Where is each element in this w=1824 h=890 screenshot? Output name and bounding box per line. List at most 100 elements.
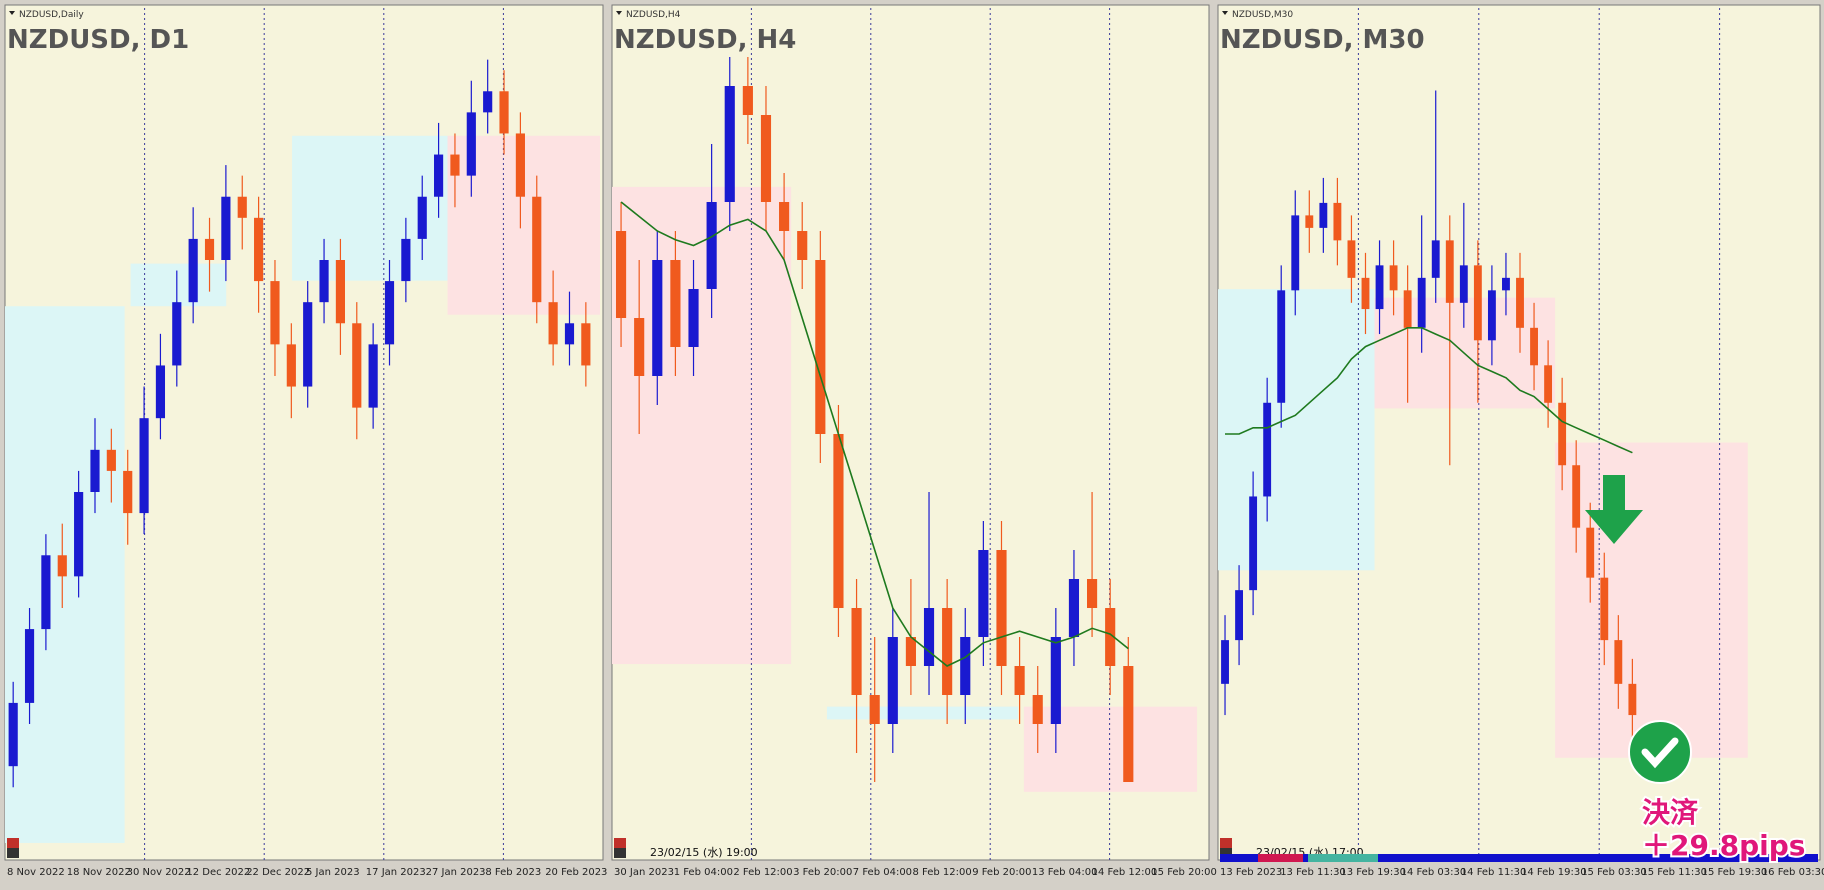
chart-label: NZDUSD,H4 [626,10,681,20]
candle-body [1572,465,1581,528]
x-tick-label: 9 Feb 20:00 [972,867,1031,878]
candle-body [1600,577,1609,641]
bottom-bar [1308,854,1378,862]
candle-body [74,492,84,577]
candle-body [384,281,395,345]
x-tick-label: 15 Feb 11:30 [1641,867,1707,878]
x-tick-label: 8 Nov 2022 [7,867,65,878]
x-tick-label: 5 Jan 2023 [306,867,360,878]
candle-body [41,555,51,630]
candle-body [237,196,247,218]
x-tick-label: 13 Feb 11:30 [1280,867,1346,878]
zone [1555,442,1748,758]
bottom-bar [1220,854,1818,862]
candle-body [1277,290,1286,403]
x-tick-label: 15 Feb 19:30 [1702,867,1768,878]
candle-body [1614,640,1623,684]
candle-body [1530,327,1538,366]
candle-body [1050,637,1061,724]
candle-body [1459,265,1468,303]
x-tick-label: 17 Jan 2023 [366,867,426,878]
candle-body [1333,202,1342,241]
x-tick-label: 3 Feb 20:00 [793,867,852,878]
candle-body [483,91,493,113]
candle-body [352,323,362,408]
candle-body [1032,695,1043,724]
candle-body [797,231,808,260]
down-arrow [1585,475,1643,544]
tool-icon [614,848,626,858]
candle-body [188,238,198,303]
x-tick-label: 15 Feb 03:30 [1581,867,1647,878]
check-icon [1628,720,1692,784]
candle-body [887,637,898,724]
chart-title: NZDUSD, D1 [7,25,189,55]
zone [130,263,227,307]
candle-body [221,196,231,260]
candle-body [978,550,989,637]
candle-body [670,260,681,347]
candle-body [1431,240,1440,278]
x-tick-label: 30 Nov 2022 [127,867,191,878]
candle-body [270,281,280,345]
candle-body [532,196,542,303]
candle-body [1417,277,1426,328]
candle-body [401,238,411,282]
candle-body [581,323,591,366]
x-tick-label: 18 Nov 2022 [67,867,131,878]
candle-body [155,365,166,419]
candle-body [815,260,826,434]
zone [612,186,792,665]
candle-body [869,695,880,724]
candle-body [724,86,735,202]
annotation: 決済 [1642,796,1699,829]
candle-body [254,217,264,282]
candle-body [652,260,663,376]
dropdown-icon [616,11,622,15]
x-tick-label: 13 Feb 04:00 [1032,867,1098,878]
candle-body [1445,240,1454,303]
bottom-bar [1258,854,1303,862]
candle-body [548,302,558,345]
candle-body [833,434,844,608]
candle-body [417,196,427,239]
candle-body [905,637,916,666]
x-tick-label: 14 Feb 12:00 [1092,867,1158,878]
candle-body [1305,215,1314,228]
candle-body [204,238,215,260]
x-tick-label: 15 Feb 20:00 [1151,867,1217,878]
candle-body [1263,402,1272,497]
dropdown-icon [9,11,15,15]
candle-body [1502,277,1510,291]
candle-body [1014,666,1025,695]
candle-body [942,608,953,695]
zone [1218,289,1375,571]
x-tick-label: 14 Feb 03:30 [1401,867,1467,878]
candle-body [515,133,525,197]
candle-body [1628,683,1637,716]
candle-body [1235,590,1244,641]
chart-label: NZDUSD,Daily [19,10,84,20]
candle-body [450,154,460,176]
candle-body [90,449,100,492]
tool-icon [7,838,19,848]
candle-body [172,302,182,366]
chart-label: NZDUSD,M30 [1232,10,1293,20]
candle-body [466,112,476,176]
moving-average [620,201,1129,667]
candle-body [779,202,790,231]
tool-icon [1220,848,1232,858]
candle-body [688,289,699,347]
candle-body [1544,365,1553,403]
candle-body [139,418,149,514]
candle-body [24,629,35,703]
candle-body [286,344,296,387]
x-tick-label: 8 Feb 2023 [485,867,541,878]
candle-body [1361,277,1370,310]
candle-body [564,323,575,345]
candle-body [319,260,329,303]
x-tick-label: 30 Jan 2023 [614,867,674,878]
candle-body [434,154,444,197]
candle-body [1249,496,1258,591]
candle-body [1347,240,1356,278]
